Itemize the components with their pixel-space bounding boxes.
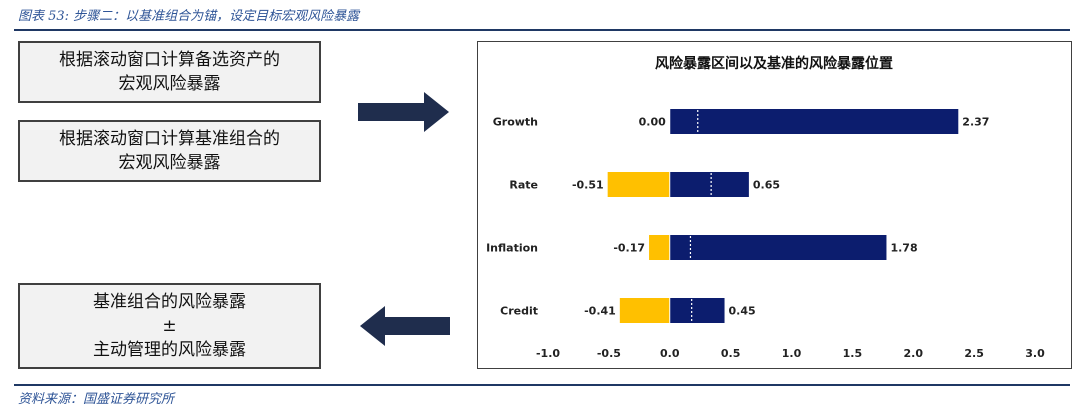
bar-negative-credit [619, 298, 670, 323]
upper-value-label-growth: 2.37 [962, 116, 989, 129]
step2-line2: 宏观风险暴露 [118, 153, 221, 173]
step3-line3: 主动管理的风险暴露 [93, 340, 246, 360]
step-box-target-exposure: 基准组合的风险暴露 ± 主动管理的风险暴露 [18, 283, 321, 369]
source-note: 资料来源：国盛证券研究所 [18, 392, 175, 407]
step-box-benchmark-exposure: 根据滚动窗口计算基准组合的 宏观风险暴露 [18, 120, 321, 182]
step2-line1: 根据滚动窗口计算基准组合的 [59, 129, 280, 149]
left-arrow-icon [360, 306, 450, 346]
bar-negative-rate [607, 172, 670, 197]
risk-exposure-chart-svg: 风险暴露区间以及基准的风险暴露位置 Growth 0.00 2.37 Rate -0.5… [486, 55, 1045, 360]
bottom-rule [14, 384, 1070, 386]
upper-value-label-inflation: 1.78 [890, 242, 917, 255]
bar-positive-credit [669, 298, 725, 323]
x-tick-label: 1.0 [782, 347, 802, 360]
category-label-growth: Growth [493, 116, 538, 129]
bar-positive-rate [669, 172, 749, 197]
lower-value-label-credit: -0.41 [584, 305, 616, 318]
step3-line2: ± [162, 316, 177, 336]
step1-line1: 根据滚动窗口计算备选资产的 [59, 50, 280, 70]
risk-exposure-chart: 风险暴露区间以及基准的风险暴露位置 Growth 0.00 2.37 Rate -0.5… [477, 41, 1072, 369]
x-tick-label: 1.5 [843, 347, 863, 360]
category-label-credit: Credit [500, 305, 538, 318]
upper-value-label-rate: 0.65 [753, 179, 780, 192]
figure-title: 图表 53: 步骤二：以基准组合为锚，设定目标宏观风险暴露 [18, 9, 360, 24]
x-tick-label: 0.5 [721, 347, 741, 360]
chart-title: 风险暴露区间以及基准的风险暴露位置 [655, 55, 893, 72]
step1-line2: 宏观风险暴露 [118, 74, 221, 94]
top-rule [14, 29, 1070, 31]
x-tick-label: 2.5 [964, 347, 984, 360]
bar-positive-inflation [669, 235, 887, 260]
x-tick-label: 3.0 [1025, 347, 1045, 360]
bar-positive-growth [669, 109, 959, 134]
lower-value-label-inflation: -0.17 [613, 242, 645, 255]
category-label-rate: Rate [509, 179, 538, 192]
x-tick-label: 2.0 [904, 347, 924, 360]
x-tick-label: -0.5 [597, 347, 621, 360]
step-box-candidate-exposure: 根据滚动窗口计算备选资产的 宏观风险暴露 [18, 41, 321, 103]
x-tick-label: 0.0 [660, 347, 680, 360]
bar-negative-inflation [649, 235, 670, 260]
x-tick-label: -1.0 [536, 347, 560, 360]
step3-line1: 基准组合的风险暴露 [93, 292, 246, 312]
lower-value-label-rate: -0.51 [572, 179, 604, 192]
lower-value-label-growth: 0.00 [639, 116, 666, 129]
category-label-inflation: Inflation [486, 242, 538, 255]
upper-value-label-credit: 0.45 [729, 305, 756, 318]
right-arrow-icon [358, 92, 449, 132]
